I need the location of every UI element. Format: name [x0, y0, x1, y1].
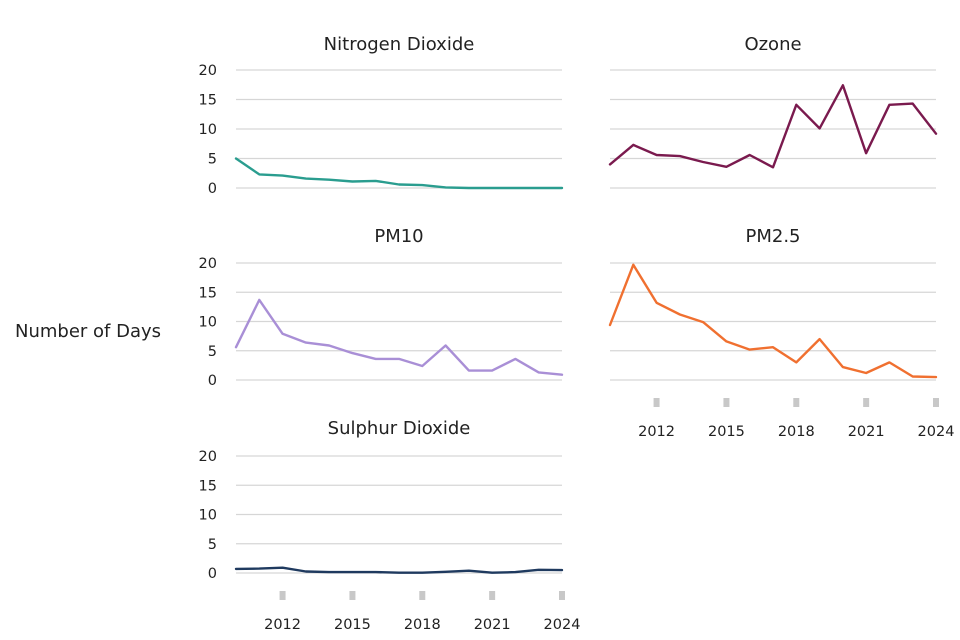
panel-title: Ozone [744, 34, 801, 55]
y-tick-label: 0 [208, 566, 217, 582]
x-tick-mark [419, 591, 426, 600]
y-tick-label: 5 [208, 152, 217, 168]
x-tick-mark [793, 398, 800, 407]
panel-title: Sulphur Dioxide [328, 418, 471, 439]
series-line-sulphur-dioxide [234, 566, 564, 574]
y-tick-label: 15 [199, 285, 217, 301]
x-tick-mark [863, 398, 870, 407]
series-line-ozone [608, 84, 938, 169]
x-tick-label: 2021 [474, 617, 511, 633]
x-tick-mark [559, 591, 565, 600]
x-tick-label: 2024 [544, 617, 581, 633]
panel-title: Nitrogen Dioxide [324, 34, 475, 55]
y-tick-label: 0 [208, 373, 217, 389]
panel-pm10: PM10 0 5 10 15 20 [199, 226, 564, 389]
y-tick-label: 5 [208, 537, 217, 553]
y-tick-label: 15 [199, 478, 217, 494]
x-tick-mark [279, 591, 286, 600]
y-tick-label: 20 [199, 449, 217, 465]
x-tick-label: 2015 [708, 424, 745, 440]
series-line-nitrogen-dioxide [234, 157, 564, 190]
y-tick-label: 10 [199, 315, 217, 331]
x-tick-label: 2018 [778, 424, 815, 440]
series-line-pm2-5 [608, 263, 938, 379]
x-tick-mark [933, 398, 939, 407]
y-tick-label: 10 [199, 508, 217, 524]
x-tick-mark [723, 398, 730, 407]
x-tick-mark [653, 398, 660, 407]
chart-panels: Nitrogen Dioxide 0 5 10 15 20 Ozone PM10 0 5 10 15 2… [199, 34, 955, 633]
y-tick-label: 20 [199, 63, 217, 79]
x-tick-label: 2021 [848, 424, 885, 440]
y-tick-label: 15 [199, 93, 217, 109]
panel-pm2-5: PM2.5 2012 2015 2018 2021 2024 [608, 226, 955, 440]
panel-ozone: Ozone [608, 34, 938, 189]
y-axis-label: Number of Days [15, 321, 161, 342]
x-tick-label: 2012 [638, 424, 675, 440]
panel-title: PM10 [374, 226, 423, 247]
panel-title: PM2.5 [745, 226, 800, 247]
x-tick-label: 2012 [264, 617, 301, 633]
panel-nitrogen-dioxide: Nitrogen Dioxide 0 5 10 15 20 [199, 34, 564, 197]
series-line-pm10 [234, 298, 564, 376]
x-tick-label: 2018 [404, 617, 441, 633]
y-tick-label: 10 [199, 122, 217, 138]
x-tick-label: 2015 [334, 617, 371, 633]
x-tick-mark [349, 591, 356, 600]
y-tick-label: 5 [208, 344, 217, 360]
x-tick-mark [489, 591, 496, 600]
y-tick-label: 0 [208, 181, 217, 197]
x-tick-label: 2024 [918, 424, 955, 440]
panel-sulphur-dioxide: Sulphur Dioxide 0 5 10 15 20 2012 2015 2018 2021 2… [199, 418, 581, 633]
y-tick-label: 20 [199, 256, 217, 272]
